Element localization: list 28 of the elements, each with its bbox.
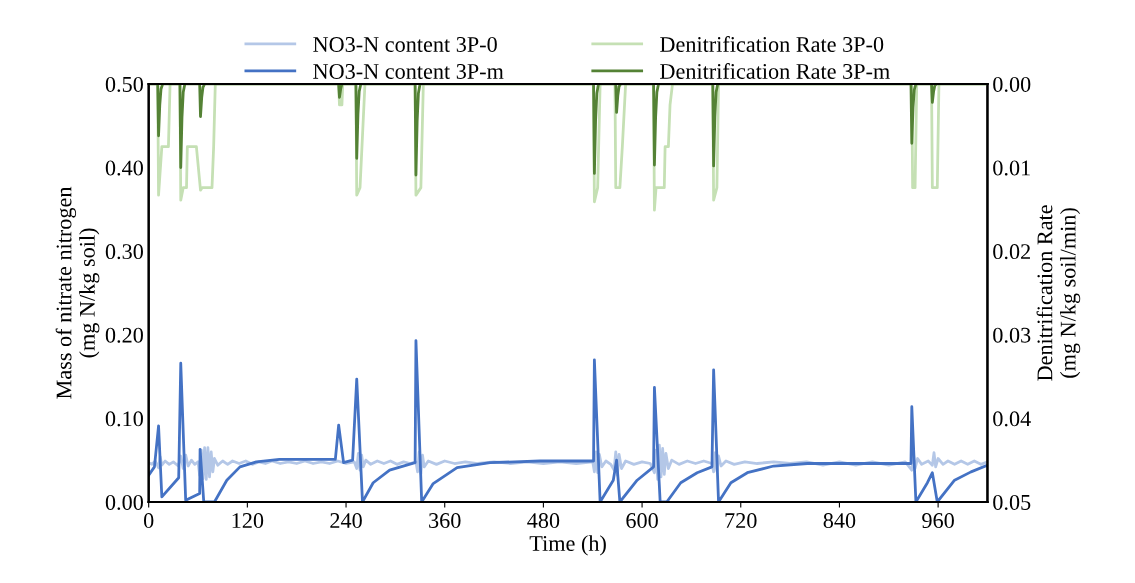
legend-label: Denitrification Rate 3P-m (660, 63, 890, 79)
legend-label: Denitrification Rate 3P-0 (660, 36, 884, 52)
legend-label: NO3-N content 3P-0 (313, 36, 497, 52)
x-axis-title: Time (h) (529, 535, 606, 556)
y-tick-label: 0.10 (105, 411, 143, 427)
x-tick-label: 480 (527, 513, 560, 529)
y2-tick-label: 0.03 (993, 327, 1031, 343)
x-tick-label: 0 (143, 513, 154, 529)
y-tick-label: 0.40 (105, 160, 143, 176)
x-tick-label: 960 (922, 513, 954, 529)
y-tick-label: 0.30 (105, 244, 143, 260)
x-tick-label: 600 (626, 513, 658, 529)
y-tick-label: 0.50 (105, 76, 143, 92)
y2-tick-label: 0.00 (993, 76, 1031, 92)
x-tick-label: 240 (330, 513, 362, 529)
x-tick-label: 360 (429, 513, 461, 529)
x-tick-label: 840 (823, 513, 856, 529)
y2-axis-title: Denitrification Rate (mg N/kg soil/min) (1036, 205, 1081, 381)
x-tick-label: 120 (232, 513, 264, 529)
y-tick-label: 0.20 (105, 327, 143, 343)
legend-label: NO3-N content 3P-m (313, 63, 504, 79)
x-tick-label: 720 (725, 513, 757, 529)
y2-tick-label: 0.02 (993, 244, 1030, 260)
y-tick-label: 0.00 (105, 494, 143, 510)
y2-tick-label: 0.04 (993, 411, 1031, 427)
y2-tick-label: 0.05 (993, 494, 1031, 510)
y2-tick-label: 0.01 (993, 160, 1030, 176)
y-axis-title: Mass of nitrate nitrogen (mg N/kg soil) (55, 186, 100, 399)
